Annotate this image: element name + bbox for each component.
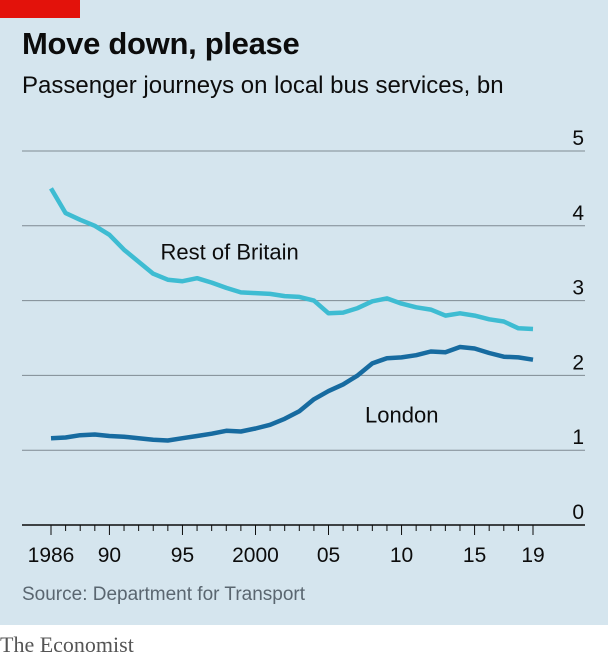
series-labels: Rest of Britain London — [161, 239, 439, 427]
series-label-rest-of-britain: Rest of Britain — [161, 239, 299, 264]
series-label-london: London — [365, 403, 438, 428]
x-tick-label: 19 — [521, 544, 544, 567]
series-line-london — [50, 344, 534, 443]
y-tick-label: 4 — [572, 202, 584, 225]
x-axis: 1986 90 95 2000 05 10 15 19 — [22, 524, 585, 567]
x-tick-label: 05 — [317, 544, 340, 567]
y-tick-label: 0 — [572, 501, 584, 524]
y-tick-label: 2 — [572, 351, 584, 374]
x-tick-label: 90 — [98, 544, 121, 567]
x-tick-label: 15 — [463, 544, 486, 567]
chart-panel — [0, 0, 608, 625]
line-chart: 0 1 2 3 4 5 1986 90 95 2000 05 10 15 19 Rest of Brit… — [22, 127, 585, 567]
y-tick-label: 5 — [572, 127, 584, 150]
y-tick-label: 1 — [572, 426, 584, 449]
x-tick-label: 1986 — [28, 544, 75, 567]
x-tick-label: 10 — [390, 544, 413, 567]
y-tick-label: 3 — [572, 277, 584, 300]
x-tick-label: 2000 — [232, 544, 279, 567]
publisher-brand: The Economist — [0, 632, 134, 657]
gridlines — [22, 150, 585, 451]
y-axis-tick-labels: 0 1 2 3 4 5 — [572, 127, 584, 524]
x-tick-label: 95 — [171, 544, 194, 567]
chart-subtitle: Passenger journeys on local bus services… — [22, 72, 504, 99]
chart-title: Move down, please — [22, 26, 300, 61]
brand-red-tag — [0, 0, 80, 18]
series-lines — [49, 187, 534, 443]
source-note: Source: Department for Transport — [22, 584, 306, 605]
series-line-rest-of-britain — [49, 187, 534, 332]
